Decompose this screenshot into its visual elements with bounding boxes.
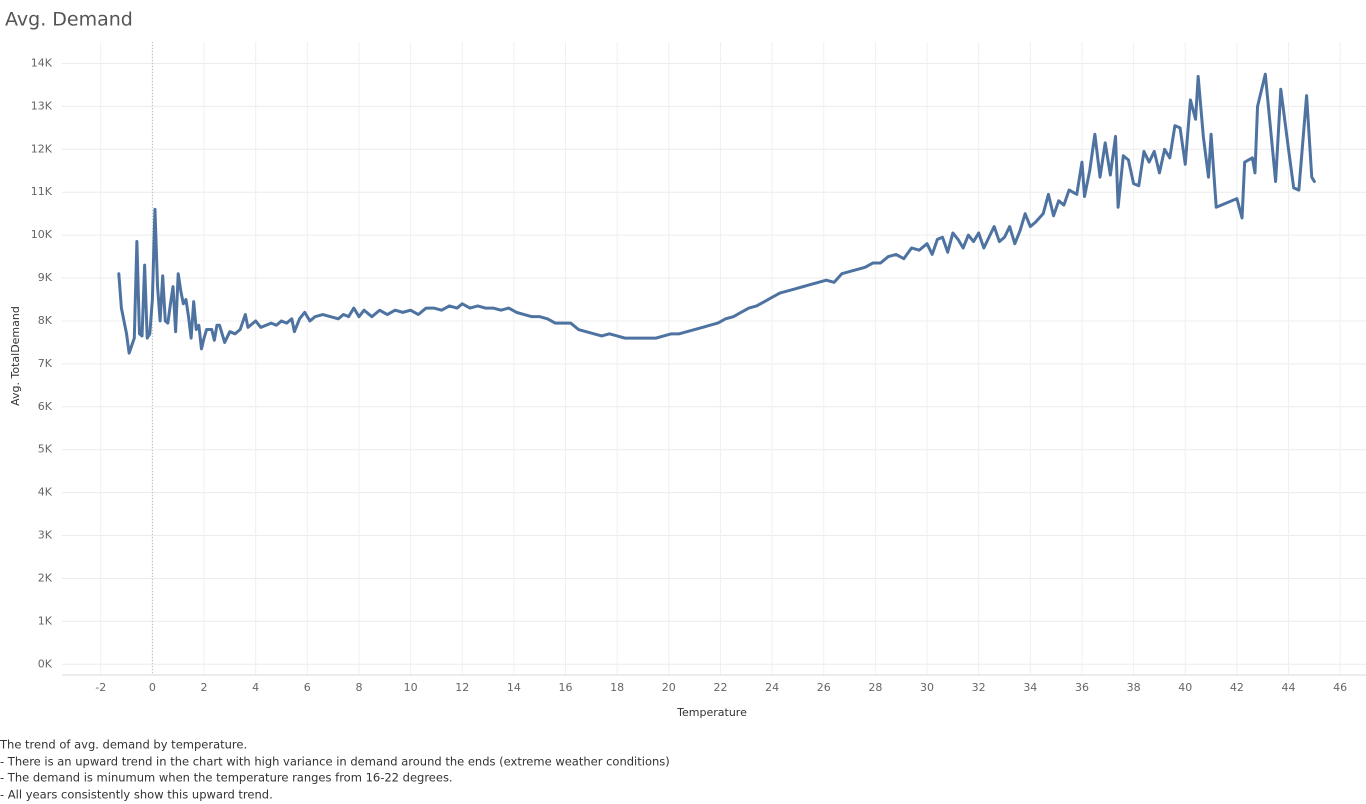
annotation: The trend of avg. demand by temperature. [0,738,247,752]
x-tick-label: 38 [1127,681,1141,694]
x-tick-label: 44 [1282,681,1296,694]
y-tick-label: 10K [31,228,53,241]
x-tick-label: 16 [559,681,573,694]
x-tick-label: 10 [404,681,418,694]
x-tick-label: 46 [1333,681,1347,694]
x-tick-label: 24 [765,681,779,694]
x-tick-label: 26 [817,681,831,694]
x-tick-label: 30 [920,681,934,694]
x-tick-label: 22 [713,681,727,694]
x-tick-label: 2 [201,681,208,694]
x-tick-label: 20 [662,681,676,694]
annotation: - All years consistently show this upwar… [0,788,273,802]
x-tick-label: 8 [355,681,362,694]
x-tick-label: 6 [304,681,311,694]
y-tick-label: 7K [38,357,53,370]
y-tick-label: 9K [38,271,53,284]
y-tick-label: 6K [38,400,53,413]
y-tick-label: 1K [38,614,53,627]
y-tick-label: 8K [38,314,53,327]
x-tick-label: 12 [455,681,469,694]
annotation: - There is an upward trend in the chart … [0,755,670,769]
x-tick-label: -2 [95,681,106,694]
x-axis-title: Temperature [676,706,747,719]
x-tick-label: 42 [1230,681,1244,694]
chart-title: Avg. Demand [5,9,133,31]
x-tick-label: 32 [972,681,986,694]
x-tick-label: 34 [1023,681,1037,694]
x-tick-label: 14 [507,681,521,694]
y-tick-label: 5K [38,443,53,456]
y-tick-label: 11K [31,185,53,198]
annotation: - The demand is minumum when the tempera… [0,771,453,785]
y-tick-label: 14K [31,56,53,69]
x-tick-label: 28 [868,681,882,694]
y-tick-label: 2K [38,571,53,584]
x-tick-label: 18 [610,681,624,694]
y-tick-label: 12K [31,142,53,155]
y-tick-label: 13K [31,99,53,112]
x-tick-label: 0 [149,681,156,694]
x-tick-label: 4 [252,681,259,694]
line-series [117,72,1316,355]
y-tick-label: 4K [38,486,53,499]
y-axis-title: Avg. TotalDemand [9,306,22,406]
y-tick-label: 3K [38,529,53,542]
y-tick-label: 0K [38,657,53,670]
x-tick-label: 40 [1178,681,1192,694]
x-tick-label: 36 [1075,681,1089,694]
